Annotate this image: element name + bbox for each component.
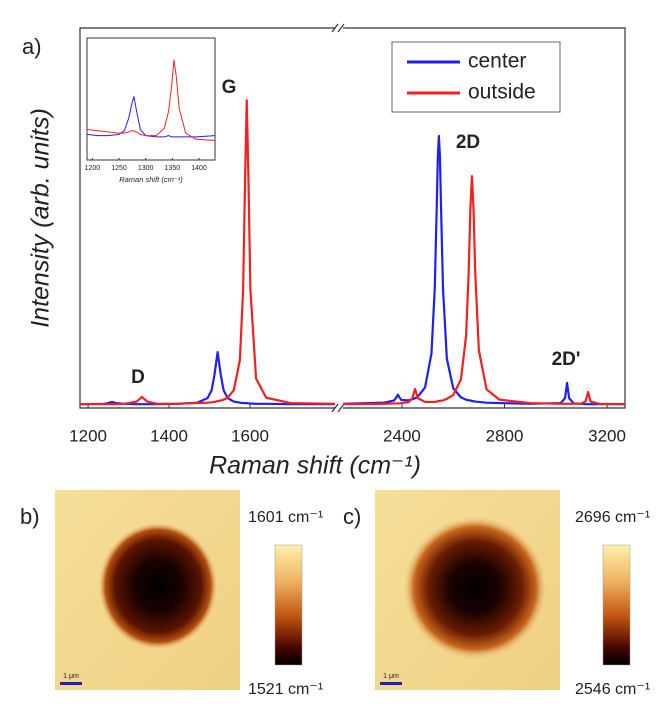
scale-bar-label: 1 μm [383,673,399,680]
colorbar-min-label: 2546 cm⁻¹ [575,681,650,698]
axis-frame-right [343,27,626,409]
panel-label: c) [343,504,361,529]
scale-bar-label: 1 μm [63,673,79,680]
map-b [55,490,303,690]
panel-label: a) [22,34,42,59]
peak-label: G [222,77,237,98]
inset-frame [86,37,216,161]
y-axis-label: Intensity (arb. units) [27,108,55,328]
x-tick-label: 1400 [150,426,188,445]
colorbar [274,544,303,666]
peak-label: D [131,367,145,388]
x-tick-label: 1250 [111,165,127,172]
axis-frame-left [79,27,335,409]
legend-label: center [468,50,526,73]
x-axis-label: Raman shift (cm⁻¹) [119,175,183,184]
scale-bar [60,682,82,685]
legend-label: outside [468,81,536,104]
map-blob [98,522,218,650]
x-tick-label: 2400 [383,426,421,445]
x-tick-label: 1300 [138,165,154,172]
x-tick-label: 2800 [486,426,524,445]
series-line [80,99,626,406]
colorbar [602,544,631,666]
colorbar-max-label: 2696 cm⁻¹ [575,509,650,526]
legend-box [391,41,561,113]
x-tick-label: 1350 [165,165,181,172]
axis-break [331,23,345,413]
map-c [375,490,631,690]
scale-bar [380,682,402,685]
x-tick-label: 1200 [69,426,107,445]
panel-label: b) [20,504,40,529]
x-tick-label: 3200 [588,426,626,445]
x-tick-label: 1200 [85,165,101,172]
peak-label: 2D [456,132,480,153]
colorbar-min-label: 1521 cm⁻¹ [248,681,323,698]
main-frame [79,23,626,413]
map-blob [403,516,547,660]
x-axis-label: Raman shift (cm⁻¹) [209,452,421,480]
x-tick-label: 1400 [191,165,207,172]
peak-label: 2D' [552,349,581,370]
x-tick-label: 1600 [231,426,269,445]
colorbar-max-label: 1601 cm⁻¹ [248,509,323,526]
series-line [86,59,216,141]
